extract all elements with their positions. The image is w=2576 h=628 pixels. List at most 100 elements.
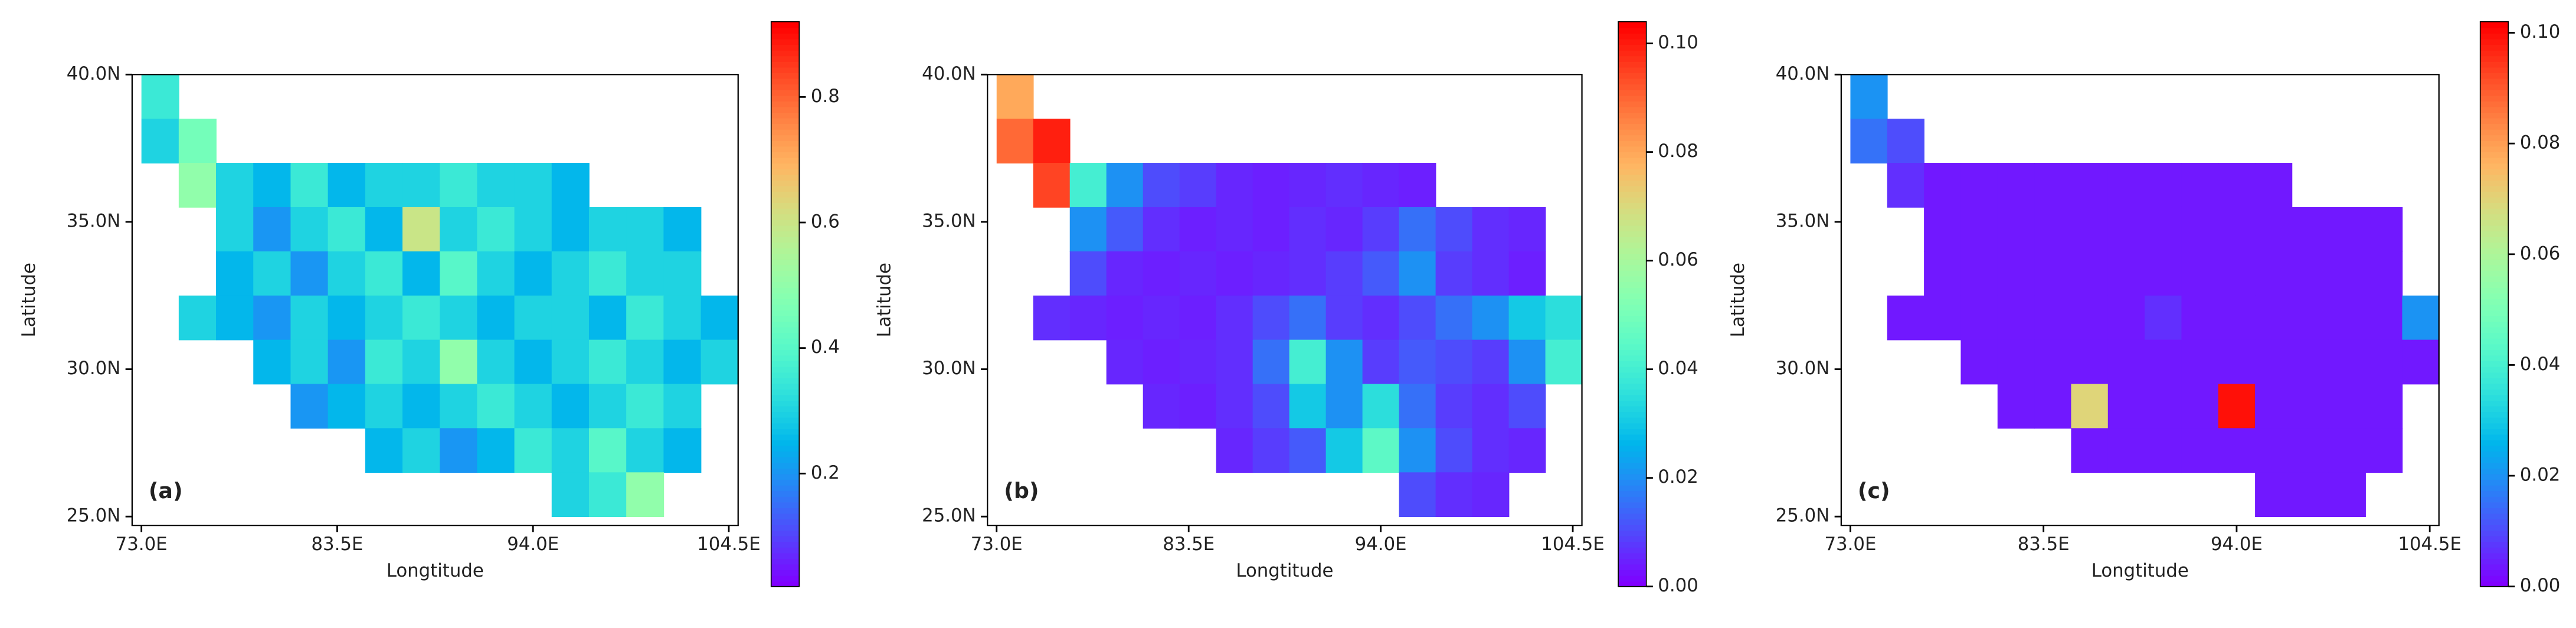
grid-cell [1997,295,2035,341]
grid-cell [402,295,441,341]
x-axis-label: Longtitude [387,560,484,581]
grid-cell [402,251,441,296]
colorbar-segment [1618,479,1647,486]
grid-cell [1887,295,1924,341]
x-tick-label: 94.0E [507,534,559,555]
colorbar-segment [1618,423,1647,429]
colorbar-tick-label: 0.6 [811,211,840,232]
colorbar-segment [771,89,800,96]
grid-cell [2255,207,2293,252]
colorbar-segment [771,123,800,130]
grid-cell [1508,428,1546,473]
grid-cell [2292,384,2329,429]
colorbar-segment [771,535,800,542]
grid-cell [1179,251,1217,296]
colorbar-tick-label: 0.06 [1658,249,1698,270]
colorbar-segment [2480,349,2509,356]
grid-cell [290,384,329,429]
x-tick-label: 83.5E [2018,534,2070,555]
grid-cell [2328,339,2366,385]
colorbar-segment [771,315,800,322]
grid-cell [1508,251,1546,296]
colorbar-segment [2480,372,2509,378]
colorbar-segment [2480,230,2509,237]
grid-cell [1325,339,1363,385]
axes-frame [1840,74,2440,526]
grid-cell [2071,163,2109,208]
colorbar-segment [2480,417,2509,424]
grid-cell [2255,384,2293,429]
grid-cell [216,295,254,341]
grid-cell [1325,163,1363,208]
colorbar-segment [1618,44,1647,51]
colorbar-segment [1618,106,1647,113]
grid-cell [1143,295,1180,341]
colorbar-segment [2480,151,2509,158]
grid-cell [328,295,366,341]
colorbar-segment [771,259,800,266]
grid-cell [588,251,627,296]
grid-cell [1362,295,1400,341]
grid-cell [1106,251,1144,296]
colorbar-segment [771,174,800,181]
colorbar-segment [771,524,800,531]
grid-cell [2145,251,2182,296]
colorbar-segment [771,479,800,486]
colorbar-segment [771,157,800,164]
colorbar-segment [2480,366,2509,373]
grid-cell [2034,163,2072,208]
colorbar-segment [2480,168,2509,175]
grid-cell [365,163,403,208]
grid-cell [477,163,515,208]
grid-cell [514,339,552,385]
colorbar-segment [2480,55,2509,62]
colorbar-segment [1618,253,1647,260]
colorbar-segment [2480,575,2509,582]
grid-cell [551,472,590,518]
colorbar-frame [2479,21,2509,587]
grid-cell [1143,251,1180,296]
colorbar-segment [771,541,800,548]
panel-label: (c) [1858,478,1890,503]
grid-cell [1362,207,1400,252]
grid-cell [1216,295,1253,341]
colorbar-segment [2480,32,2509,40]
colorbar-segment [1618,259,1647,266]
x-tick-label: 73.0E [1824,534,1876,555]
colorbar-segment [2480,72,2509,79]
grid-cell [1216,251,1253,296]
colorbar-segment [2480,191,2509,198]
colorbar-segment [1618,174,1647,181]
colorbar-segment [1618,117,1647,125]
colorbar-segment [2480,451,2509,457]
x-tick-label: 83.5E [1163,534,1215,555]
colorbar-segment [1618,377,1647,384]
colorbar-segment [1618,535,1647,542]
colorbar-segment [2480,259,2509,266]
colorbar-segment [1618,383,1647,390]
colorbar-segment [771,485,800,492]
grid-cell [365,295,403,341]
grid-cell [2107,384,2145,429]
grid-cell [1508,207,1546,252]
colorbar-segment [771,55,800,62]
colorbar-segment [2480,264,2509,271]
grid-cell [402,384,441,429]
grid-cell [1472,339,1510,385]
colorbar-segment [771,61,800,68]
grid-cell [2107,163,2145,208]
colorbar-segment [2480,535,2509,542]
grid-cell [2145,207,2182,252]
grid-cell [1997,339,2035,385]
colorbar-segment [1618,27,1647,34]
x-tick-label: 104.5E [2398,534,2462,555]
grid-cell [626,384,665,429]
grid-cell [1887,119,1924,163]
colorbar-segment [2480,377,2509,384]
grid-cell [1325,428,1363,473]
grid-cell [2218,339,2256,385]
colorbar-segment [2480,95,2509,102]
grid-cell [440,251,478,296]
grid-cell [1252,295,1290,341]
